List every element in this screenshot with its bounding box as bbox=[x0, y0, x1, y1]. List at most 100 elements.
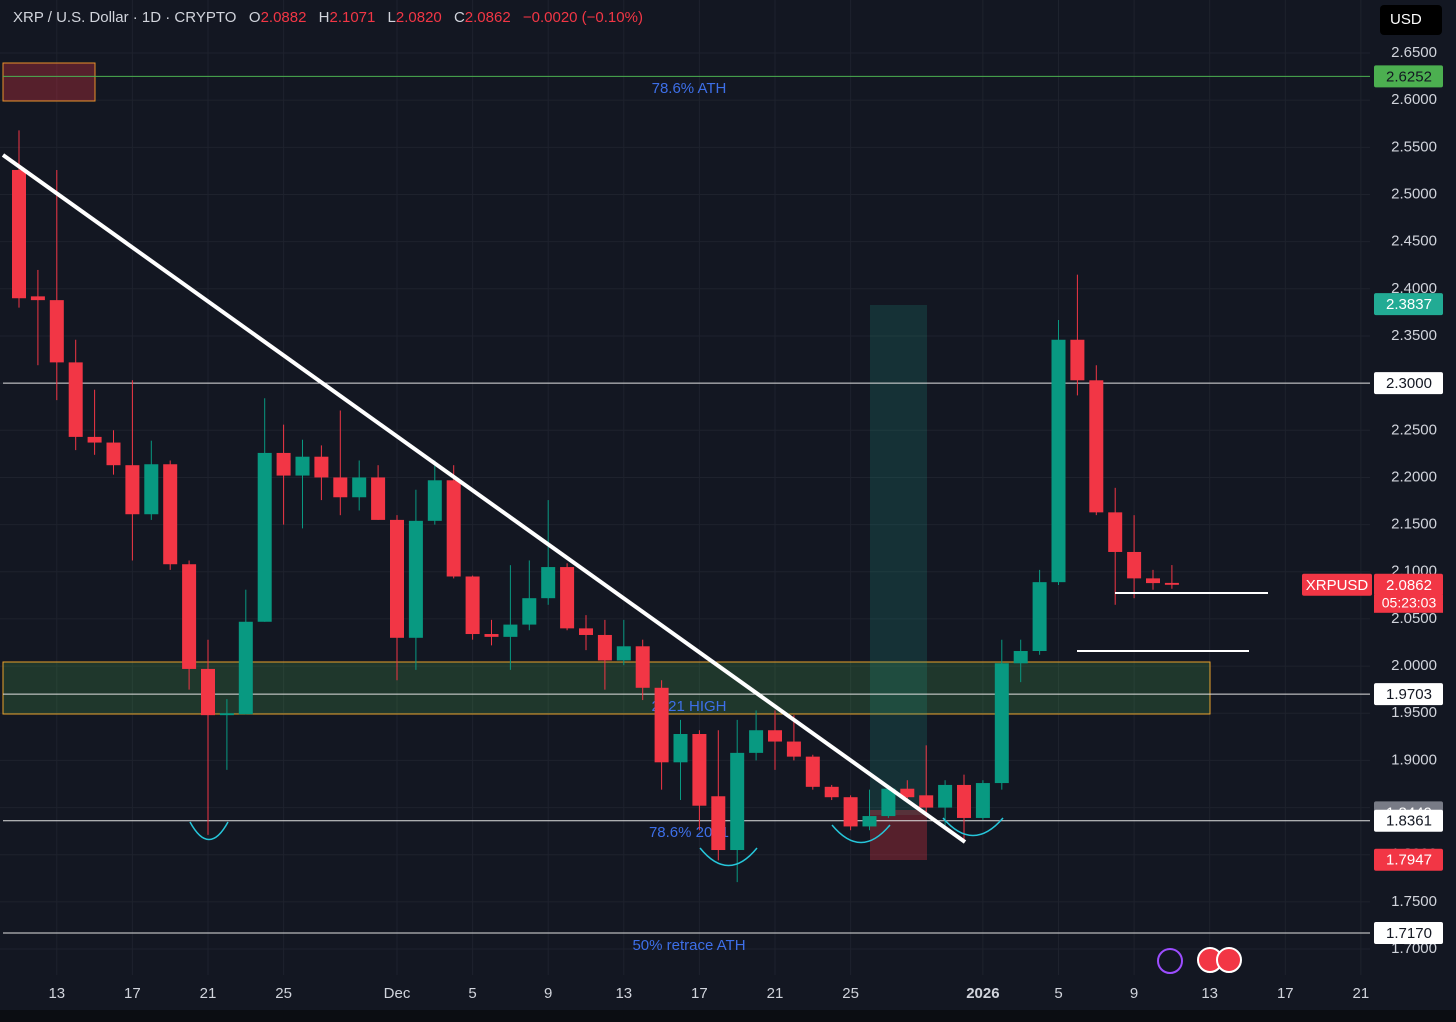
x-tick-label: 21 bbox=[1353, 985, 1370, 1002]
title: XRP / U.S. Dollar · 1D · CRYPTO bbox=[13, 9, 237, 26]
candle-body bbox=[919, 795, 934, 808]
price-label: 2.3837 bbox=[1386, 296, 1432, 313]
candle-body bbox=[1164, 582, 1179, 585]
candle-body bbox=[711, 796, 726, 851]
bottom-strip bbox=[0, 1010, 1456, 1022]
candle-body bbox=[314, 456, 329, 478]
price-label: 2.6252 bbox=[1386, 68, 1432, 85]
y-tick-label: 2.3500 bbox=[1391, 327, 1437, 344]
annotation: 78.6% 2021 bbox=[649, 824, 729, 841]
candle-body bbox=[484, 634, 499, 637]
y-tick-label: 2.0500 bbox=[1391, 610, 1437, 627]
candle-body bbox=[730, 752, 745, 851]
candle-body bbox=[635, 646, 650, 688]
y-tick-label: 1.7500 bbox=[1391, 893, 1437, 910]
low-mark bbox=[699, 847, 758, 867]
y-tick-label: 2.0000 bbox=[1391, 657, 1437, 674]
y-tick-label: 2.2000 bbox=[1391, 468, 1437, 485]
candle-body bbox=[881, 788, 896, 817]
price-label-box bbox=[1374, 293, 1443, 316]
price-label: 1.7947 bbox=[1386, 852, 1432, 869]
price-label: 1.9703 bbox=[1386, 686, 1432, 703]
price-label-box bbox=[1374, 809, 1443, 832]
zone bbox=[870, 305, 927, 815]
candle-body bbox=[994, 663, 1009, 784]
x-tick-label: 5 bbox=[468, 985, 476, 1002]
price-label: 1.8361 bbox=[1386, 813, 1432, 830]
candle-body bbox=[597, 634, 612, 661]
symbol-box bbox=[1302, 573, 1372, 596]
candle-body bbox=[654, 687, 669, 763]
candle-body bbox=[786, 741, 801, 757]
y-tick-label: 2.5500 bbox=[1391, 138, 1437, 155]
x-tick-label: 13 bbox=[615, 985, 632, 1002]
candle-body bbox=[276, 452, 291, 476]
header: XRP / U.S. Dollar · 1D · CRYPTO O2.0882 … bbox=[13, 9, 651, 26]
candle-body bbox=[938, 784, 953, 808]
candle-body bbox=[182, 564, 197, 669]
candle-body bbox=[446, 480, 461, 577]
x-tick-label: 13 bbox=[48, 985, 65, 1002]
candle-body bbox=[975, 783, 990, 818]
x-tick-label: 13 bbox=[1201, 985, 1218, 1002]
x-tick-label: 21 bbox=[767, 985, 784, 1002]
candle-body bbox=[219, 713, 234, 716]
annotation: 2021 HIGH bbox=[651, 698, 726, 715]
candle-body bbox=[541, 567, 556, 599]
candle-body bbox=[201, 668, 215, 716]
candle-body bbox=[465, 576, 480, 635]
candle-body bbox=[427, 480, 442, 521]
ohlc-value: 2.0820 bbox=[395, 9, 442, 26]
x-tick-label: 25 bbox=[842, 985, 859, 1002]
candle-body bbox=[371, 477, 386, 520]
candle-body bbox=[768, 730, 782, 742]
candle-body bbox=[125, 465, 140, 515]
candle-body bbox=[163, 464, 178, 565]
candle-body bbox=[805, 756, 820, 787]
candle-body bbox=[408, 520, 423, 638]
candle-body bbox=[1032, 582, 1047, 652]
candle-body bbox=[749, 730, 764, 753]
candle-body bbox=[843, 797, 858, 827]
candle-body bbox=[257, 452, 272, 622]
candle-body bbox=[1051, 339, 1066, 583]
candle-body bbox=[295, 456, 310, 476]
candle-body bbox=[49, 300, 64, 363]
y-tick-label: 2.5000 bbox=[1391, 185, 1437, 202]
x-tick-label: Dec bbox=[384, 985, 411, 1002]
trendline bbox=[1, 153, 967, 844]
candle-body bbox=[673, 734, 688, 763]
candle-body bbox=[900, 788, 915, 798]
candle-body bbox=[87, 436, 102, 443]
x-tick-label: 25 bbox=[275, 985, 292, 1002]
y-tick-label: 2.6000 bbox=[1391, 91, 1437, 108]
price-label-box bbox=[1374, 683, 1443, 706]
x-tick-label: 5 bbox=[1054, 985, 1062, 1002]
currency-button[interactable]: USD bbox=[1380, 5, 1442, 35]
candle-body bbox=[333, 477, 348, 498]
y-tick-label: 2.6500 bbox=[1391, 44, 1437, 61]
x-tick-label: 17 bbox=[124, 985, 141, 1002]
annotation: 78.6% ATH bbox=[652, 80, 727, 97]
y-tick-label: 1.9000 bbox=[1391, 751, 1437, 768]
symbol-label: XRPUSD bbox=[1306, 577, 1369, 594]
x-tick-label: 9 bbox=[1130, 985, 1138, 1002]
candle-body bbox=[12, 169, 26, 299]
icon bbox=[1216, 947, 1242, 973]
price-label-box bbox=[1374, 848, 1443, 871]
low-mark bbox=[942, 817, 1004, 837]
annotation: 50% retrace ATH bbox=[632, 937, 745, 954]
candle-body bbox=[1070, 339, 1085, 381]
zone bbox=[870, 810, 927, 860]
candle-body bbox=[862, 816, 877, 827]
price-axis bbox=[1370, 0, 1456, 1010]
candle-body bbox=[238, 621, 253, 715]
candle-body bbox=[352, 477, 367, 498]
candle-body bbox=[1146, 578, 1160, 584]
y-tick-label: 1.9500 bbox=[1391, 704, 1437, 721]
candle-body bbox=[30, 296, 45, 301]
ohlc-key: O bbox=[248, 9, 261, 26]
low-mark bbox=[189, 821, 229, 841]
